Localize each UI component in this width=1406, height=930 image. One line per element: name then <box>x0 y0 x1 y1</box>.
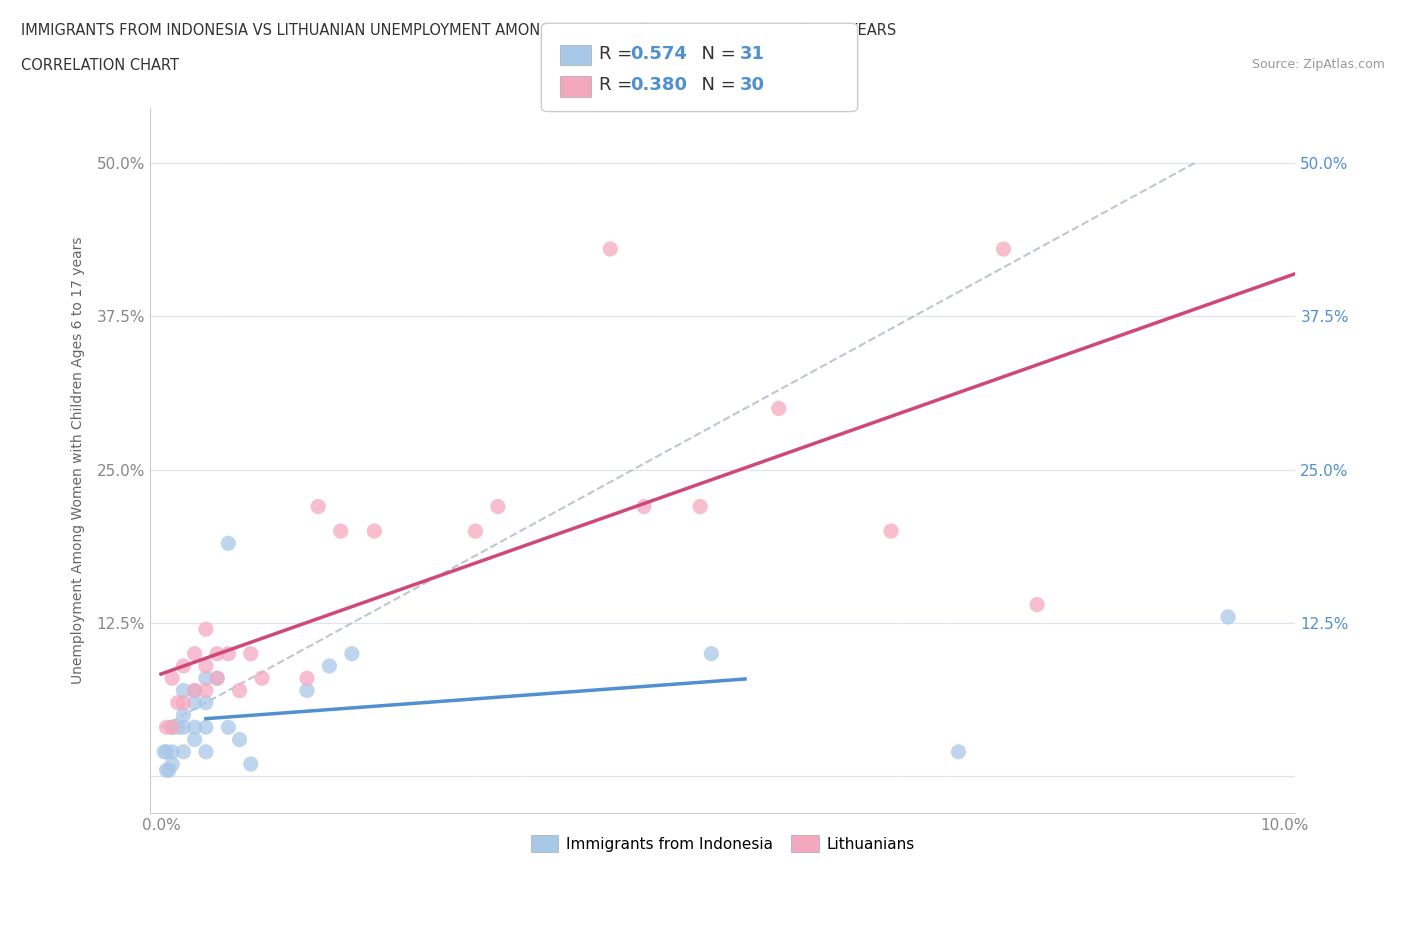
Point <box>194 696 217 711</box>
Text: 31: 31 <box>740 45 765 62</box>
Point <box>1026 597 1049 612</box>
Point <box>880 524 903 538</box>
Point <box>295 671 318 685</box>
Point <box>194 671 217 685</box>
Point <box>205 671 228 685</box>
Point <box>217 536 239 551</box>
Point <box>166 696 188 711</box>
Point <box>948 744 970 759</box>
Text: CORRELATION CHART: CORRELATION CHART <box>21 58 179 73</box>
Text: Source: ZipAtlas.com: Source: ZipAtlas.com <box>1251 58 1385 71</box>
Point <box>768 401 790 416</box>
Point <box>172 658 194 673</box>
Point <box>700 646 723 661</box>
Point <box>160 720 183 735</box>
Point <box>205 671 228 685</box>
Text: 0.380: 0.380 <box>630 76 688 94</box>
Point <box>1216 609 1239 624</box>
Point <box>194 622 217 637</box>
Point <box>633 499 655 514</box>
Point <box>307 499 329 514</box>
Point <box>228 683 250 698</box>
Point <box>217 720 239 735</box>
Point <box>157 763 180 777</box>
Point <box>183 646 205 661</box>
Point <box>166 720 188 735</box>
Point <box>160 720 183 735</box>
Point <box>183 683 205 698</box>
Point <box>172 708 194 723</box>
Point <box>155 763 177 777</box>
Text: R =: R = <box>599 45 638 62</box>
Point <box>194 720 217 735</box>
Point <box>160 671 183 685</box>
Point <box>155 744 177 759</box>
Point <box>250 671 273 685</box>
Point <box>318 658 340 673</box>
Point <box>183 696 205 711</box>
Point <box>183 683 205 698</box>
Point <box>194 683 217 698</box>
Point <box>599 242 621 257</box>
Point <box>205 646 228 661</box>
Point <box>689 499 711 514</box>
Text: N =: N = <box>690 76 742 94</box>
Point <box>172 720 194 735</box>
Legend: Immigrants from Indonesia, Lithuanians: Immigrants from Indonesia, Lithuanians <box>524 829 921 858</box>
Text: IMMIGRANTS FROM INDONESIA VS LITHUANIAN UNEMPLOYMENT AMONG WOMEN WITH CHILDREN A: IMMIGRANTS FROM INDONESIA VS LITHUANIAN … <box>21 23 897 38</box>
Point <box>239 646 262 661</box>
Point <box>217 646 239 661</box>
Point <box>329 524 352 538</box>
Point <box>160 757 183 772</box>
Point <box>993 242 1015 257</box>
Point <box>172 696 194 711</box>
Point <box>295 683 318 698</box>
Text: N =: N = <box>690 45 742 62</box>
Point <box>194 658 217 673</box>
Point <box>172 683 194 698</box>
Point <box>239 757 262 772</box>
Point <box>464 524 486 538</box>
Point <box>183 732 205 747</box>
Point <box>486 499 509 514</box>
Point <box>172 744 194 759</box>
Text: R =: R = <box>599 76 638 94</box>
Point <box>160 744 183 759</box>
Point <box>228 732 250 747</box>
Point <box>194 744 217 759</box>
Point <box>363 524 385 538</box>
Point <box>155 720 177 735</box>
Text: 0.574: 0.574 <box>630 45 686 62</box>
Point <box>183 720 205 735</box>
Point <box>340 646 363 661</box>
Point <box>153 744 176 759</box>
Y-axis label: Unemployment Among Women with Children Ages 6 to 17 years: Unemployment Among Women with Children A… <box>72 237 86 684</box>
Text: 30: 30 <box>740 76 765 94</box>
